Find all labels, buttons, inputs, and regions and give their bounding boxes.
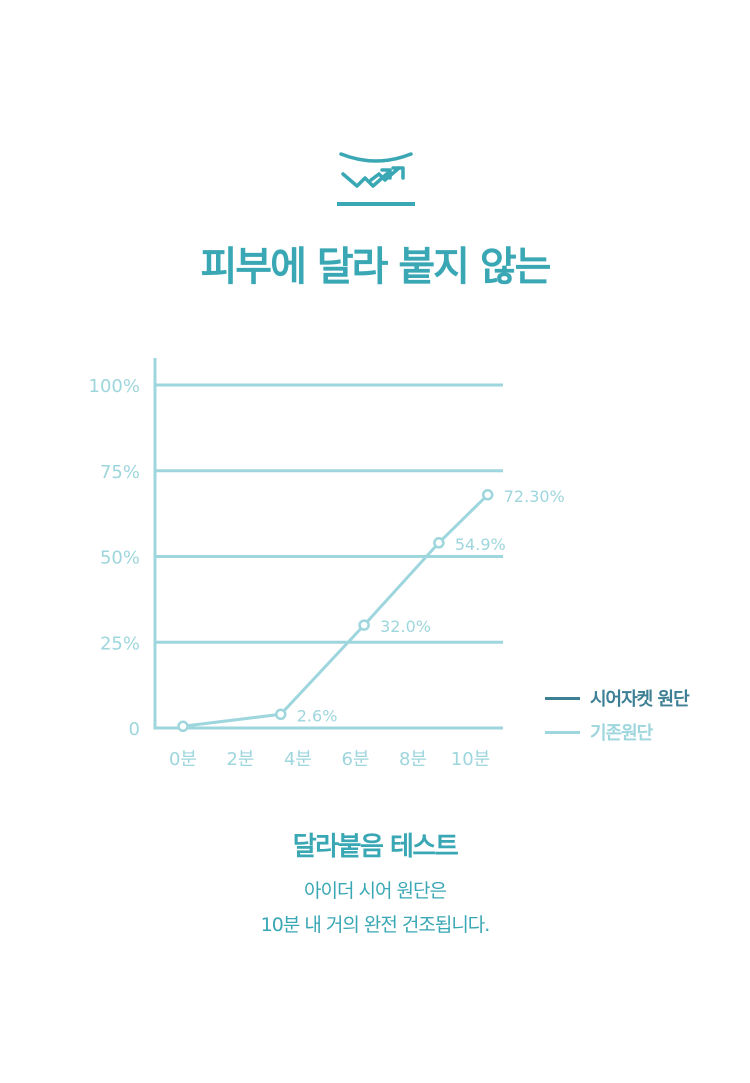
data-point bbox=[358, 619, 370, 631]
legend-label: 시어자켓 원단 bbox=[590, 689, 690, 710]
x-tick-label: 6분 bbox=[341, 749, 369, 770]
description-line-2: 10분 내 거의 완전 건조됩니다. bbox=[260, 914, 491, 936]
x-tick-label: 4분 bbox=[284, 749, 312, 770]
legend-label: 기존원단 bbox=[590, 723, 653, 744]
x-tick-label: 0분 bbox=[169, 749, 197, 770]
legend-swatch bbox=[545, 696, 580, 700]
legend-item-0: 시어자켓 원단 bbox=[545, 681, 690, 715]
y-tick-label: 100% bbox=[89, 376, 140, 397]
data-label: 2.6% bbox=[297, 706, 338, 725]
section-title: 달라붙음 테스트 bbox=[292, 832, 459, 862]
series-line-1 bbox=[182, 493, 489, 728]
data-point bbox=[433, 537, 445, 549]
adhesion-line-chart: 0 25% 50% 75% 100% 0분 2분 4분 6분 8분 10분 2.6% 32.0% 54.9… bbox=[89, 358, 565, 770]
data-point bbox=[482, 489, 494, 501]
data-label: 32.0% bbox=[380, 617, 431, 636]
data-label: 72.30% bbox=[504, 487, 565, 506]
page-title: 피부에 달라 붙지 않는 bbox=[200, 244, 552, 290]
y-tick-label: 0 bbox=[129, 719, 140, 740]
y-tick-label: 50% bbox=[100, 548, 140, 569]
x-tick-label: 8분 bbox=[399, 749, 427, 770]
description-line-1: 아이더 시어 원단은 bbox=[304, 880, 447, 902]
y-tick-label: 25% bbox=[100, 633, 140, 654]
y-tick-label: 75% bbox=[100, 462, 140, 483]
data-point bbox=[177, 720, 189, 733]
x-tick-label: 2분 bbox=[226, 749, 254, 770]
armpit-sweat-icon bbox=[337, 152, 415, 206]
x-tick-label: 10분 bbox=[451, 749, 490, 770]
data-point bbox=[275, 708, 287, 721]
legend-swatch bbox=[545, 730, 580, 734]
legend-item-1: 기존원단 bbox=[545, 715, 689, 749]
data-label: 54.9% bbox=[455, 535, 506, 554]
